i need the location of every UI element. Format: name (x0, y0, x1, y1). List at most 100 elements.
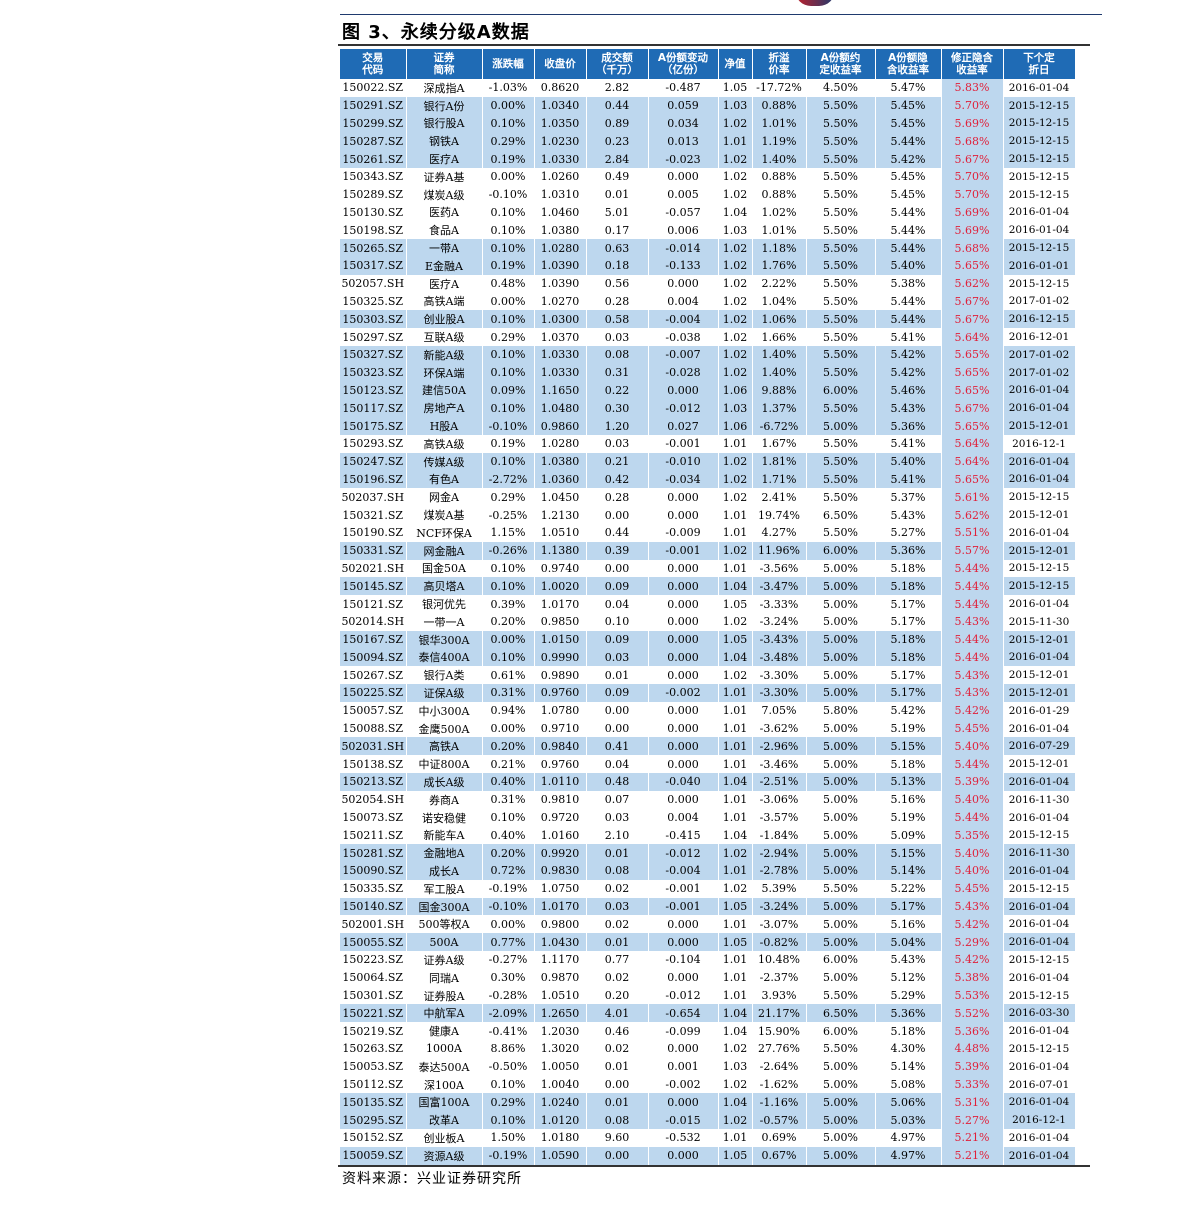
table-cell: 1.01 (718, 862, 753, 880)
table-cell: 150219.SZ (340, 1022, 407, 1041)
table-cell: 150261.SZ (340, 150, 407, 168)
table-cell: 5.42% (941, 915, 1004, 934)
table-cell: 1.02 (718, 879, 753, 898)
table-cell: 0.9760 (534, 755, 587, 774)
table-cell: 0.10% (482, 239, 535, 257)
table-cell: 9.60 (586, 1129, 649, 1147)
table-cell: 5.64% (941, 434, 1004, 453)
table-row: 150094.SZ 泰信400A 0.10% 0.9990 0.03 0.000 1.04-… (340, 648, 1076, 667)
table-cell: 1.0330 (534, 150, 587, 168)
table-cell: 钢铁A (406, 132, 483, 151)
table-cell: 5.17% (875, 595, 942, 613)
table-cell: 5.44% (875, 292, 942, 311)
table-cell: 5.09% (875, 826, 942, 845)
table-cell: 5.67% (941, 399, 1004, 418)
table-cell: 2016-11-30 (1003, 790, 1076, 809)
table-cell: 0.000 (648, 1093, 719, 1112)
table-row: 150135.SZ 国富100A 0.29% 1.0240 0.01 0.000 1.04-… (340, 1093, 1076, 1112)
table-cell: 0.02 (586, 879, 649, 898)
table-cell: 9.88% (752, 381, 807, 400)
table-cell: 2016-12-15 (1003, 310, 1076, 329)
table-cell: -3.24% (752, 897, 807, 916)
table-header-row: 交易 代码 证券 简称 涨跌幅 收盘价 成交额 （千万） A份额变动 （亿份） 净值 折溢 价… (340, 49, 1076, 79)
table-cell: 502031.SH (340, 737, 407, 756)
table-cell: 1.05 (718, 897, 753, 916)
table-cell: 1.03 (718, 221, 753, 240)
table-cell: 0.19% (482, 434, 535, 453)
table-cell: 5.00% (806, 1111, 876, 1130)
table-row: 150295.SZ 改革A 0.10% 1.0120 0.08 -0.015 1.02 -0.… (340, 1111, 1076, 1130)
table-cell: 5.50% (806, 132, 876, 151)
table-cell: 2016-01-04 (1003, 595, 1076, 613)
table-cell: 5.50% (806, 328, 876, 346)
table-cell: 0.10% (482, 114, 535, 133)
table-row: 150299.SZ 银行股A 0.10% 1.0350 0.89 0.034 1.02 1.0… (340, 114, 1076, 133)
table-cell: 5.00% (806, 1057, 876, 1076)
table-cell: 0.04 (586, 755, 649, 774)
table-cell: 中小300A (406, 701, 483, 720)
table-cell: 5.61% (941, 488, 1004, 507)
table-cell: 150211.SZ (340, 826, 407, 845)
table-cell: -0.057 (648, 203, 719, 222)
table-cell: 5.67% (941, 150, 1004, 168)
table-cell: 0.059 (648, 96, 719, 115)
table-cell: 5.22% (875, 879, 942, 898)
table-cell: 深100A (406, 1075, 483, 1094)
table-cell: 0.000 (648, 506, 719, 524)
table-cell: 1.02 (718, 612, 753, 631)
table-cell: 150088.SZ (340, 719, 407, 738)
table-cell: 0.000 (648, 559, 719, 578)
table-cell: 1.04 (718, 1022, 753, 1041)
table-cell: 2.22% (752, 274, 807, 293)
table-cell: 1.02% (752, 203, 807, 222)
table-cell: 5.70% (941, 185, 1004, 204)
table-cell: 成长A (406, 862, 483, 880)
table-row: 150057.SZ 中小300A 0.94% 1.0780 0.00 0.000 1.01 7… (340, 701, 1076, 720)
table-cell: 0.001 (648, 1057, 719, 1076)
table-cell: 150221.SZ (340, 1004, 407, 1023)
table-cell: 150301.SZ (340, 986, 407, 1005)
table-cell: 0.000 (648, 381, 719, 400)
table-cell: NCF环保A (406, 523, 483, 542)
table-cell: 2016-01-04 (1003, 933, 1076, 952)
table-cell: 5.43% (941, 684, 1004, 702)
table-cell: 5.65% (941, 470, 1004, 489)
table-cell: 5.50% (806, 363, 876, 382)
table-cell: 150073.SZ (340, 808, 407, 827)
table-cell: 5.50% (806, 203, 876, 222)
table-cell: 2016-12-1 (1003, 1111, 1076, 1130)
table-cell: -3.43% (752, 630, 807, 649)
table-row: 150225.SZ 证保A级 0.31% 0.9760 0.09 -0.002 1.01 -3… (340, 684, 1076, 702)
table-cell: 5.50% (806, 434, 876, 453)
table-cell: 1.01 (718, 684, 753, 702)
table-cell: 0.28 (586, 488, 649, 507)
table-cell: -2.96% (752, 737, 807, 756)
table-cell: 0.48 (586, 773, 649, 791)
table-cell: 5.50% (806, 256, 876, 275)
table-cell: 2016-01-04 (1003, 523, 1076, 542)
table-cell: 5.68% (941, 239, 1004, 257)
table-cell: 150022.SZ (340, 79, 407, 97)
table-cell: 2015-12-01 (1003, 630, 1076, 649)
table-cell: 环保A端 (406, 363, 483, 382)
table-cell: 150321.SZ (340, 506, 407, 524)
column-header: 收盘价 (534, 49, 587, 79)
bottom-rule (338, 1165, 1090, 1167)
table-cell: 国富100A (406, 1093, 483, 1112)
table-cell: 0.9840 (534, 737, 587, 756)
table-cell: 1.02 (718, 274, 753, 293)
table-cell: 5.51% (941, 523, 1004, 542)
table-cell: -0.001 (648, 434, 719, 453)
table-cell: 2016-01-04 (1003, 1093, 1076, 1112)
table-cell: -0.099 (648, 1022, 719, 1041)
table-cell: 1.19% (752, 132, 807, 151)
table-row: 150297.SZ 互联A级 0.29% 1.0370 0.03 -0.038 1.02 1.… (340, 328, 1076, 346)
table-row: 150117.SZ 房地产A 0.10% 1.0480 0.30 -0.012 1.03 1.… (340, 399, 1076, 418)
table-cell: 5.38% (875, 274, 942, 293)
table-cell: -0.532 (648, 1129, 719, 1147)
table-cell: 0.40% (482, 773, 535, 791)
table-cell: 4.50% (806, 79, 876, 97)
table-cell: 6.50% (806, 506, 876, 524)
table-cell: 证券A基 (406, 167, 483, 186)
table-cell: 0.00 (586, 559, 649, 578)
